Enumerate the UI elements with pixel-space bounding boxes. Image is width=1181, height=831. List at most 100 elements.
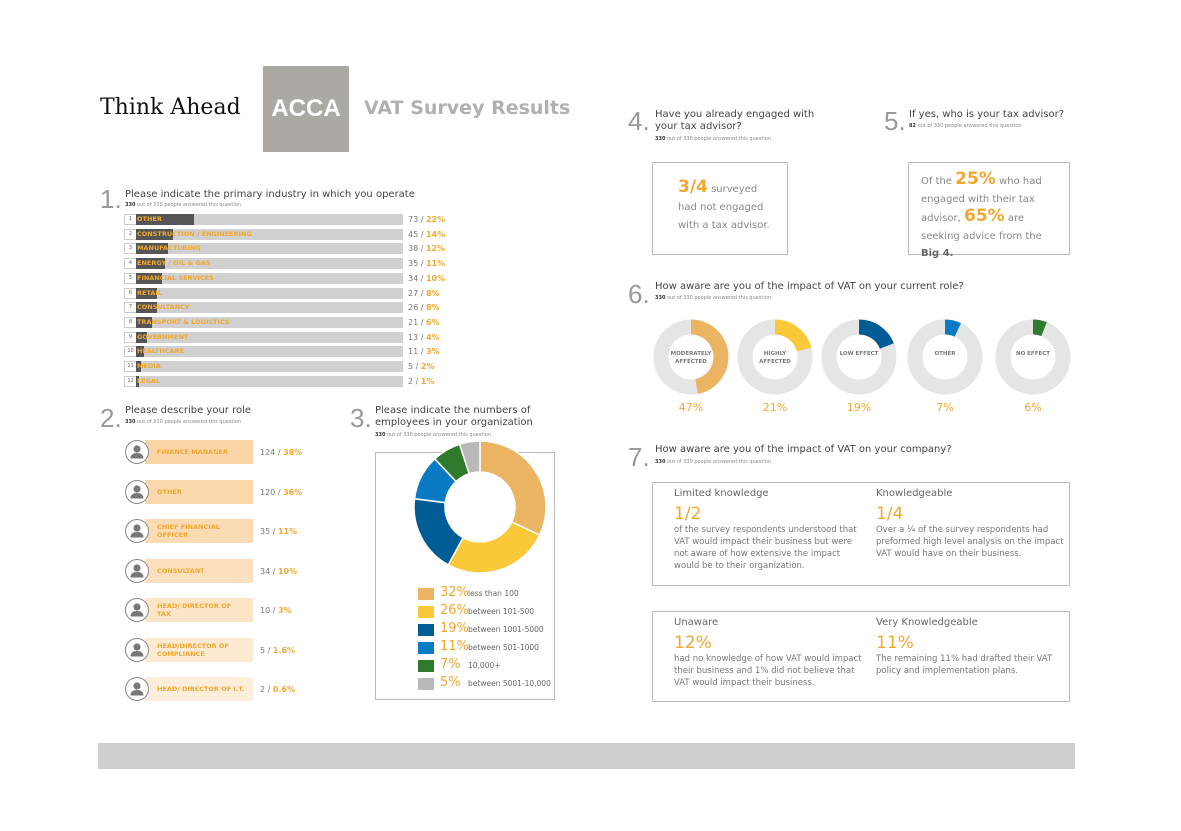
donut-percent: 19% — [846, 401, 872, 414]
legend-label: between 5001-10,000 — [468, 679, 551, 688]
user-avatar-icon — [125, 677, 149, 701]
bar-track — [136, 243, 403, 255]
industry-value: 38 / 12% — [408, 244, 446, 254]
bar-track — [136, 272, 403, 284]
legend-percent: 7% — [440, 657, 461, 672]
industry-label: TRANSPORT & LOGISTICS — [137, 317, 230, 326]
role-label: CHIEF FINANCIAL OFFICER — [157, 523, 220, 539]
q3-donut-chart — [413, 440, 547, 574]
role-impact-donut — [995, 319, 1071, 395]
role-value: 124 / 38% — [260, 448, 303, 457]
industry-label: MEDIA — [137, 362, 161, 370]
industry-value: 27 / 8% — [408, 288, 440, 298]
role-label: CONSULTANT — [157, 566, 205, 575]
q5-answered: 82 out of 330 people answered this quest… — [909, 123, 1022, 129]
bar-track — [136, 214, 403, 225]
legend-swatch — [418, 606, 434, 618]
industry-label: FINANCIAL SERVICES — [137, 273, 214, 282]
industry-value: 45 / 14% — [408, 229, 446, 239]
industry-row: 8 TRANSPORT & LOGISTICS — [124, 316, 404, 328]
q7-answered: 330 out of 330 people answered this ques… — [655, 459, 771, 465]
knowledge-heading: Unaware — [674, 617, 719, 628]
bar-fill — [136, 316, 152, 328]
bar-fill — [136, 346, 144, 358]
donut-slice — [1033, 319, 1047, 337]
donut-label: NO EFFECT — [1015, 351, 1050, 357]
role-label: FINANCE MANAGER — [157, 448, 228, 456]
knowledge-text: The remaining 11% had drafted their VAT … — [876, 654, 1053, 676]
q5-box: Of the 25% who had engaged with their ta… — [908, 162, 1070, 259]
q7-title: How aware are you of the impact of VAT o… — [655, 444, 952, 455]
legend-percent: 32% — [440, 585, 469, 600]
role-value: 35 / 11% — [260, 527, 298, 536]
q5-text: who had engaged with their tax advisor, — [921, 176, 1042, 224]
legend-label: between 1001-5000 — [468, 625, 544, 634]
donut-percent: 47% — [678, 401, 704, 414]
industry-label: MANUFACTURING — [137, 244, 201, 253]
bar-fill — [136, 228, 173, 240]
industry-row: 6 RETAIL — [124, 287, 404, 299]
donut-percent: 7% — [936, 401, 954, 414]
role-row: HEAD/DIRECTOR OF COMPLIANCE — [125, 637, 260, 662]
knowledge-figure: 12% — [674, 633, 712, 653]
industry-value: 35 / 11% — [408, 259, 446, 269]
knowledge-text: had no knowledge of how VAT would impact… — [674, 654, 862, 688]
role-label: HEAD/DIRECTOR OF COMPLIANCE — [157, 641, 229, 658]
industry-value: 34 / 10% — [408, 273, 446, 283]
acca-logo: ACCA — [263, 66, 349, 152]
role-value: 34 / 10% — [260, 566, 298, 576]
user-avatar-icon — [125, 558, 149, 583]
donut-slice — [479, 440, 547, 537]
footer-bar — [98, 743, 1075, 769]
role-row: FINANCE MANAGER — [125, 440, 260, 464]
role-impact-donut — [653, 319, 729, 395]
q5-text: are seeking advice from the — [921, 213, 1042, 242]
legend-percent: 26% — [440, 603, 469, 618]
industry-label: CONSULTANCY — [137, 303, 190, 312]
role-row: HEAD/ DIRECTOR OF TAX — [125, 598, 260, 622]
knowledge-heading: Limited knowledge — [674, 488, 769, 499]
industry-label: ENERGY / OIL & GAS — [137, 259, 211, 268]
role-row: CHIEF FINANCIAL OFFICER — [125, 519, 260, 543]
q5-number: 5. — [884, 106, 906, 136]
industry-label: LEGAL — [137, 376, 161, 385]
industry-row: 1 OTHER — [124, 214, 404, 225]
role-row: HEAD/ DIRECTOR OF I.T. — [125, 677, 260, 701]
q4-number: 4. — [628, 106, 650, 136]
bar-fill — [136, 302, 158, 314]
donut-label: MODERATELY AFFECTED — [670, 351, 712, 365]
industry-row: 4 ENERGY / OIL & GAS — [124, 258, 404, 270]
q3-title: Please indicate the numbers of employees… — [375, 405, 533, 428]
donut-slice — [859, 319, 894, 349]
bar-track — [136, 258, 403, 270]
legend-swatch — [418, 624, 434, 636]
industry-value: 26 / 8% — [408, 303, 440, 313]
q3-number: 3. — [350, 403, 372, 433]
q1-title: Please indicate the primary industry in … — [125, 189, 415, 200]
donut-slice — [945, 319, 961, 337]
q4-text1: surveyed — [711, 184, 758, 195]
q5-title: If yes, who is your tax advisor? — [909, 109, 1064, 120]
page-title: VAT Survey Results — [364, 97, 571, 119]
industry-row: 7 CONSULTANCY — [124, 302, 404, 314]
donut-slice — [458, 440, 481, 475]
legend-percent: 19% — [440, 621, 469, 636]
bar-track — [136, 331, 403, 343]
role-bar — [145, 558, 253, 583]
industry-label: CONSTRUCTION / ENGINEERING — [137, 229, 252, 238]
q4-text3: with a tax advisor. — [678, 220, 770, 231]
industry-row: 5 FINANCIAL SERVICES — [124, 272, 404, 284]
tagline: Think Ahead — [100, 95, 241, 120]
role-bar — [145, 479, 253, 504]
legend-label: between 101-500 — [468, 607, 535, 616]
legend-label: 10,000+ — [468, 661, 501, 670]
donut-percent: 6% — [1024, 401, 1042, 414]
industry-label: GOVERNMENT — [137, 332, 189, 341]
role-impact-donut — [737, 319, 813, 395]
industry-value: 2 / 1% — [408, 376, 435, 386]
donut-slice — [775, 319, 812, 352]
industry-value: 5 / 2% — [408, 362, 435, 371]
q5-text: Of the — [921, 176, 952, 187]
q7-box-bottom — [652, 611, 1070, 702]
